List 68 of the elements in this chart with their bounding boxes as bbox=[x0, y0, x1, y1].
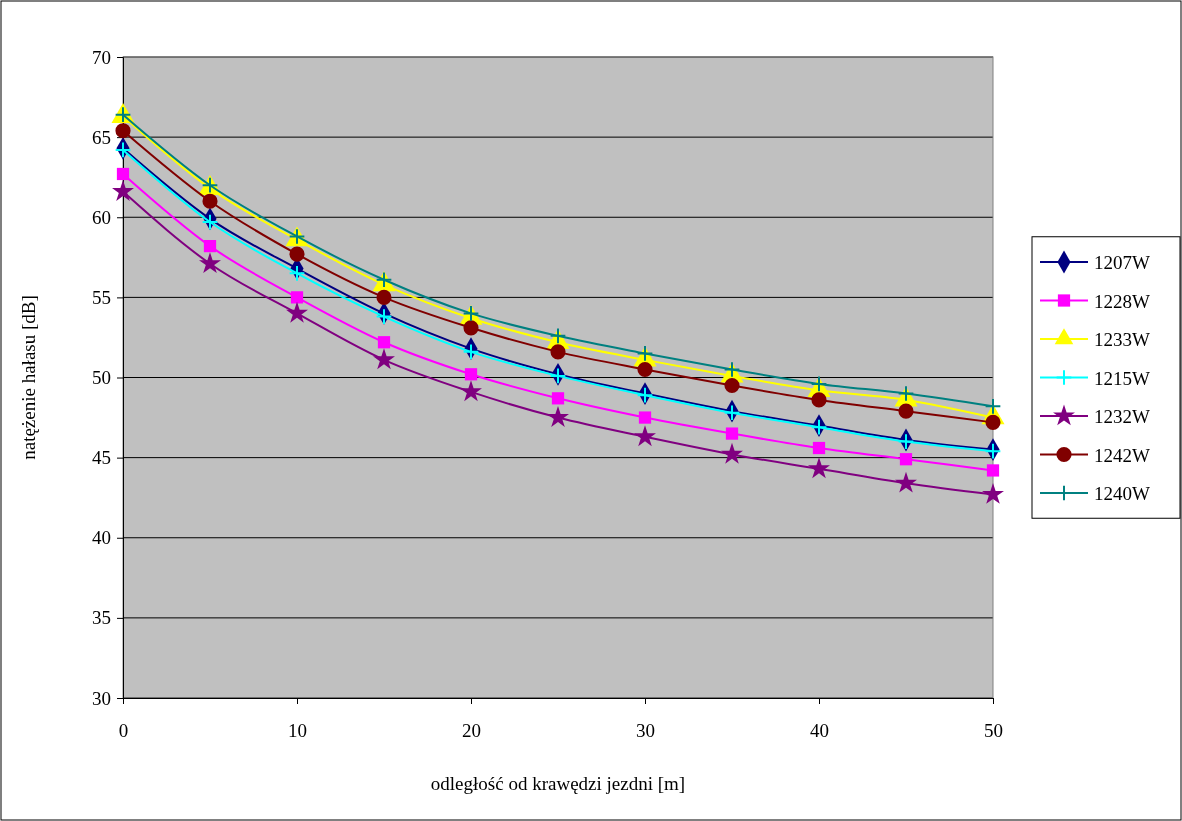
point bbox=[984, 442, 1002, 460]
point bbox=[116, 167, 130, 181]
point bbox=[895, 471, 917, 493]
x-tick-label: 0 bbox=[118, 720, 129, 742]
point bbox=[289, 246, 305, 262]
point bbox=[376, 289, 392, 305]
point bbox=[724, 377, 740, 394]
point bbox=[373, 348, 395, 370]
point bbox=[202, 193, 218, 209]
y-tick-label: 30 bbox=[92, 687, 111, 709]
point bbox=[199, 252, 221, 274]
legend-label: 1242W bbox=[1094, 444, 1150, 466]
point bbox=[723, 404, 741, 422]
legend-label: 1207W bbox=[1094, 252, 1150, 273]
point bbox=[377, 336, 391, 349]
point bbox=[375, 308, 393, 325]
point bbox=[636, 386, 654, 404]
y-tick-label: 40 bbox=[92, 527, 111, 549]
x-tick-label: 40 bbox=[810, 720, 829, 742]
point bbox=[725, 427, 739, 440]
point bbox=[634, 425, 656, 447]
x-tick-label: 30 bbox=[636, 720, 655, 742]
point bbox=[721, 442, 743, 464]
y-tick-label: 55 bbox=[92, 286, 111, 308]
point bbox=[464, 368, 478, 381]
x-tick-label: 50 bbox=[984, 720, 1003, 742]
point bbox=[986, 464, 1000, 477]
legend-label: 1215W bbox=[1094, 367, 1150, 389]
point bbox=[550, 344, 566, 360]
point bbox=[638, 411, 652, 424]
point bbox=[462, 343, 480, 361]
point bbox=[288, 264, 306, 282]
point bbox=[811, 392, 827, 408]
x-tick-label: 20 bbox=[462, 720, 481, 742]
point bbox=[551, 392, 565, 405]
point bbox=[547, 406, 569, 427]
point bbox=[463, 320, 479, 336]
legend-label: 1240W bbox=[1094, 483, 1150, 504]
legend-label: 1233W bbox=[1094, 329, 1150, 350]
y-tick-label: 35 bbox=[92, 607, 111, 629]
point bbox=[460, 380, 482, 402]
x-axis-title: odległość od krawędzi jezdni [m] bbox=[430, 773, 686, 794]
point bbox=[114, 141, 132, 159]
point bbox=[290, 291, 304, 304]
point bbox=[812, 441, 826, 455]
legend-label: 1228W bbox=[1094, 290, 1150, 312]
y-axis-title: natężenie hałasu [dB] bbox=[18, 295, 39, 460]
y-tick-label: 70 bbox=[92, 46, 111, 68]
point bbox=[899, 453, 913, 466]
point bbox=[286, 301, 308, 323]
point bbox=[112, 180, 134, 201]
y-tick-label: 65 bbox=[92, 126, 111, 148]
point bbox=[898, 403, 914, 419]
x-tick-label: 10 bbox=[288, 720, 307, 742]
point bbox=[201, 213, 219, 231]
point bbox=[897, 433, 915, 450]
y-tick-label: 60 bbox=[92, 206, 111, 228]
point bbox=[549, 367, 567, 385]
y-tick-label: 45 bbox=[92, 447, 111, 469]
legend-label: 1232W bbox=[1094, 406, 1150, 427]
point bbox=[984, 398, 1002, 415]
point bbox=[810, 418, 828, 436]
point bbox=[637, 361, 653, 378]
point bbox=[808, 457, 830, 479]
y-tick-label: 50 bbox=[92, 367, 111, 389]
point bbox=[115, 123, 131, 139]
point bbox=[203, 239, 217, 253]
point bbox=[982, 482, 1004, 504]
